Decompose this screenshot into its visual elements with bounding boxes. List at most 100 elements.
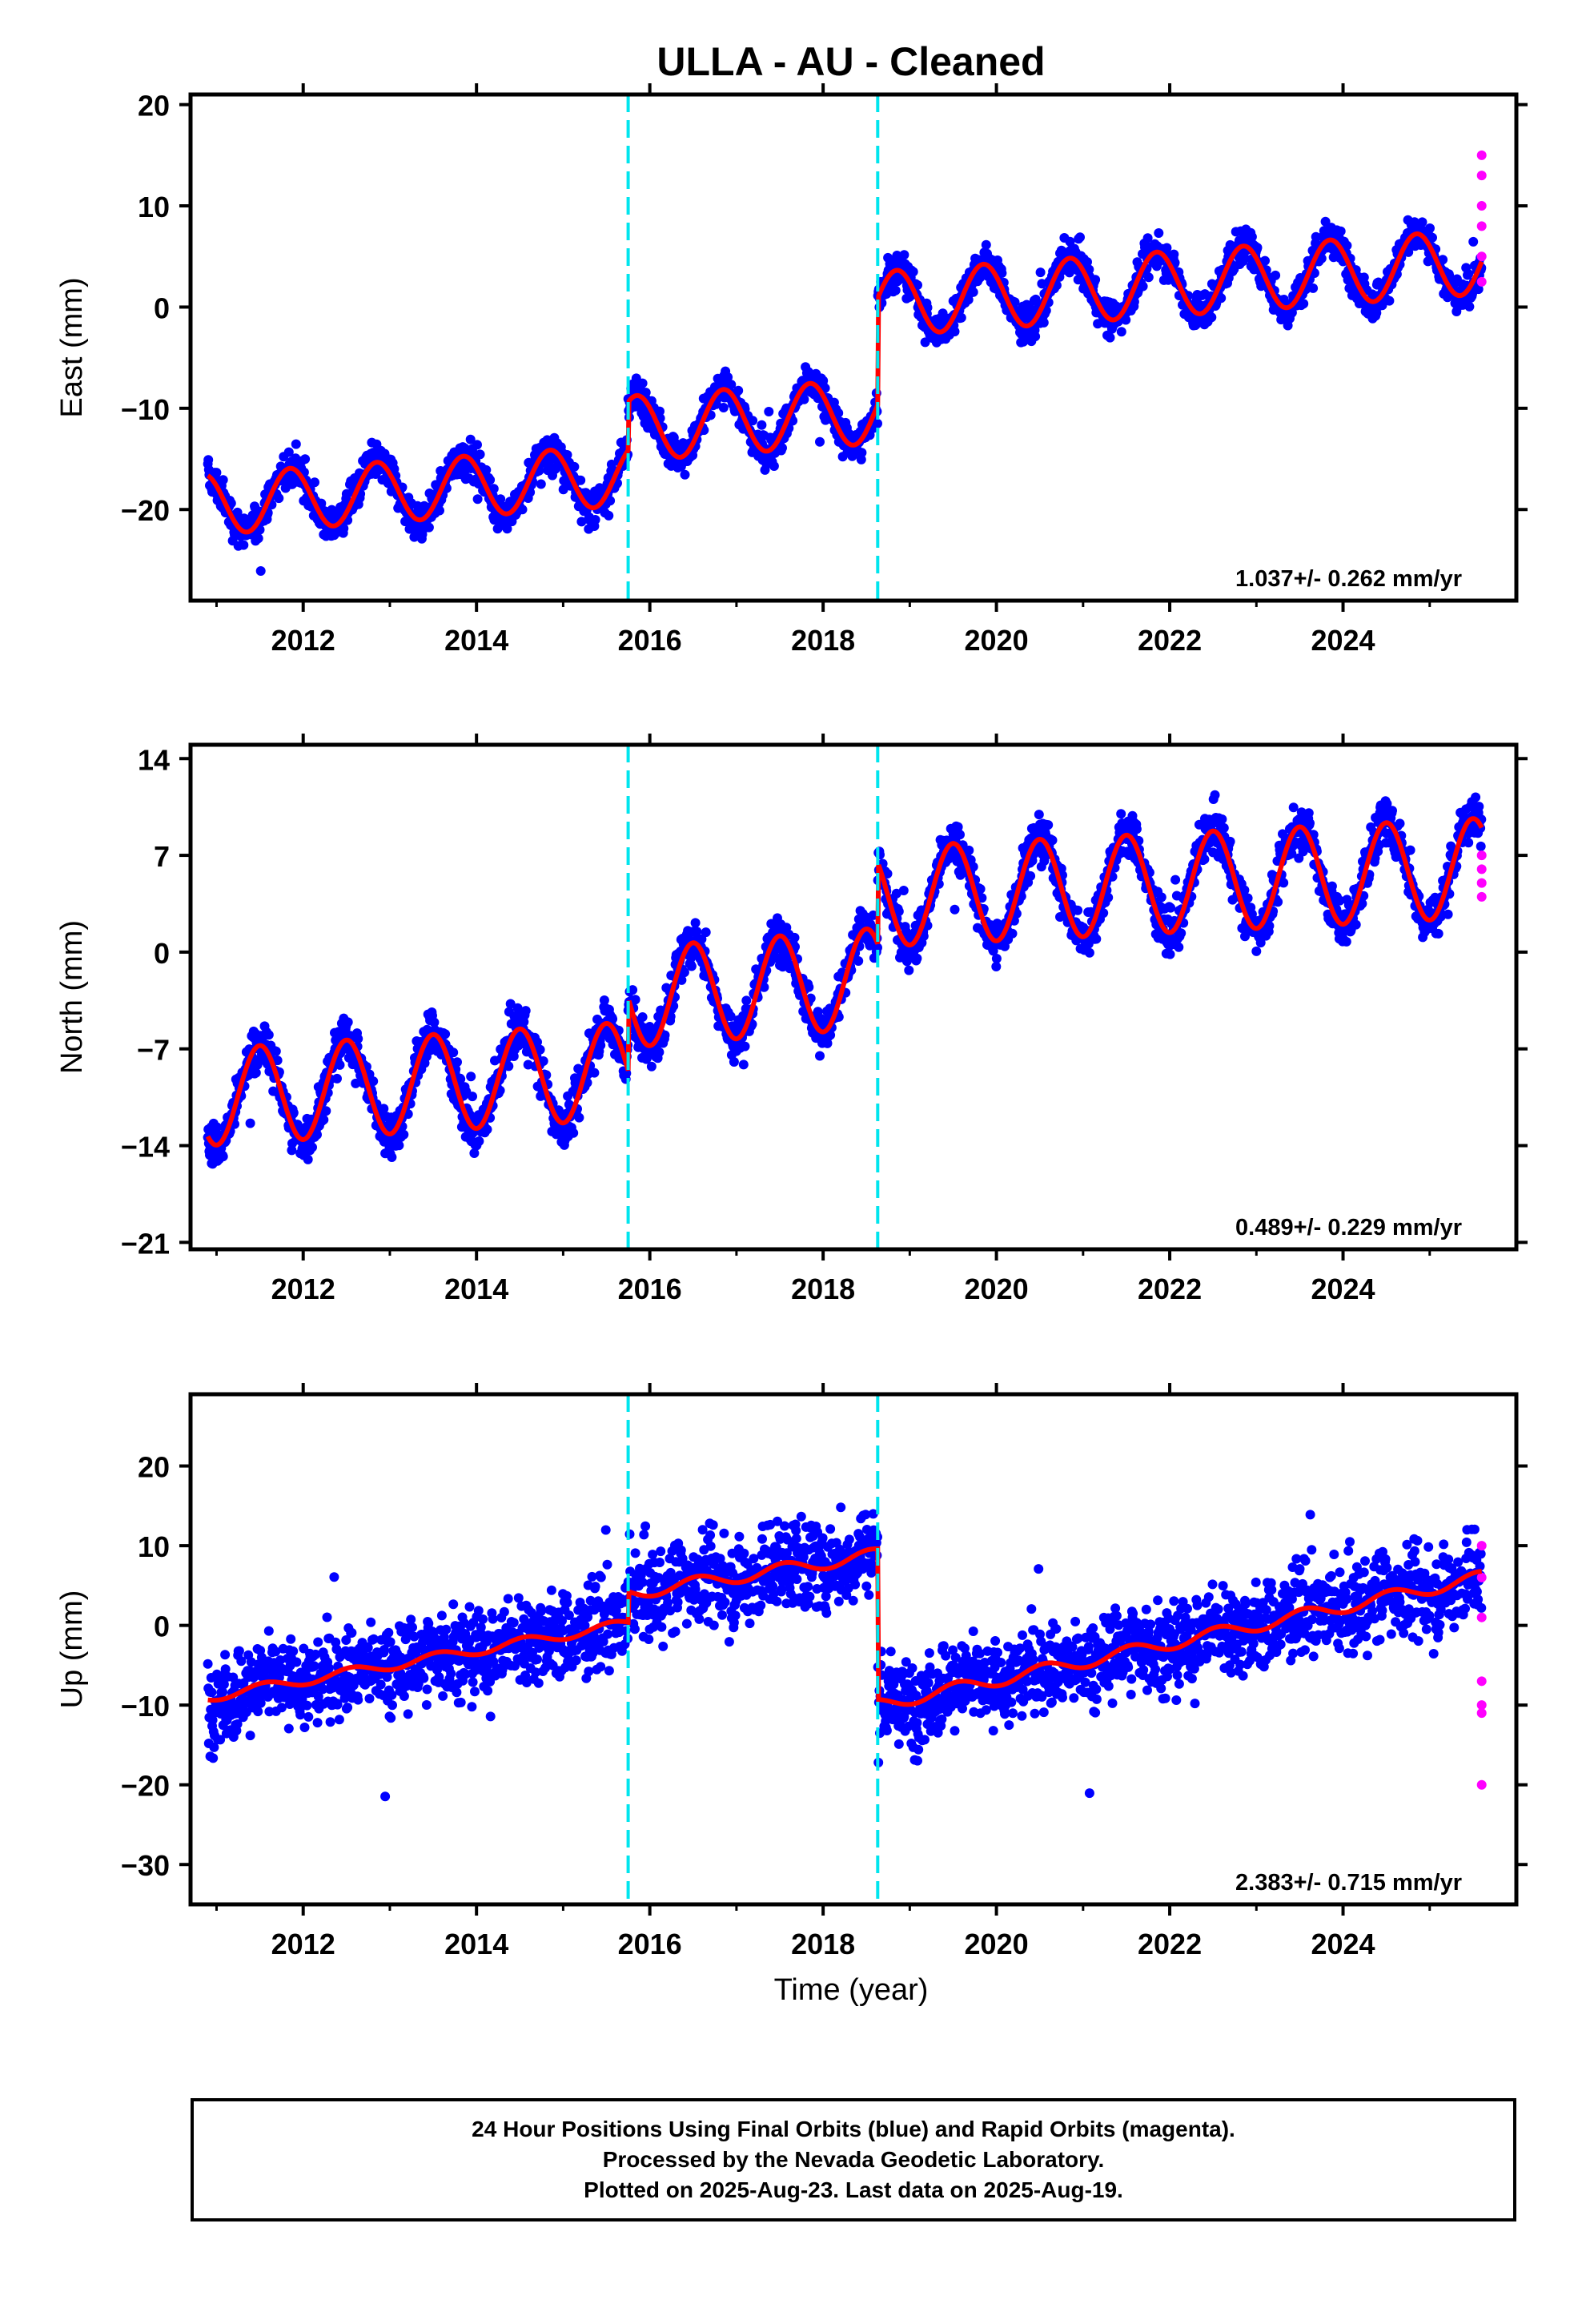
north-point — [955, 830, 965, 840]
east-x-tick-label: 2024 — [1311, 624, 1375, 657]
east-point — [655, 406, 665, 416]
north-point — [1026, 870, 1036, 881]
north-point — [646, 1061, 656, 1072]
east-x-tick-label: 2012 — [271, 624, 335, 657]
north-point — [1084, 947, 1094, 958]
north-point — [660, 1030, 670, 1040]
east-point — [922, 303, 933, 313]
north-point — [474, 1136, 484, 1146]
east-point — [339, 523, 349, 533]
east-model-curve — [206, 231, 1484, 535]
north-point — [738, 1059, 749, 1070]
east-x-tick-label: 2020 — [965, 624, 1029, 657]
north-point — [218, 1152, 228, 1162]
north-point — [251, 1068, 261, 1078]
east-point — [576, 475, 586, 485]
east-point — [435, 505, 444, 516]
east-point — [400, 517, 411, 527]
east-point — [203, 455, 214, 465]
north-point — [394, 1140, 404, 1151]
east-point — [764, 407, 774, 416]
east-rapid-points — [1476, 150, 1487, 287]
north-point — [351, 1078, 361, 1088]
north-point — [212, 1122, 222, 1132]
east-point — [1169, 249, 1179, 259]
east-y-axis-label: East (mm) — [55, 277, 89, 417]
north-point — [504, 1061, 514, 1072]
north-point — [1210, 790, 1220, 800]
east-y-tick-label: 10 — [138, 191, 170, 223]
north-point — [654, 1047, 665, 1057]
north-point — [1225, 836, 1235, 846]
north-point — [538, 1056, 548, 1066]
east-point — [576, 517, 587, 527]
east-point — [211, 468, 222, 478]
east-point — [239, 540, 249, 550]
north-point — [272, 1055, 283, 1066]
north-point — [630, 995, 640, 1005]
east-point — [1247, 231, 1257, 242]
north-point — [1156, 892, 1166, 903]
north-point — [448, 1047, 459, 1058]
east-point — [815, 436, 825, 447]
east-point — [1320, 216, 1331, 227]
east-y-tick-label: 0 — [154, 292, 170, 324]
north-point — [1034, 810, 1044, 820]
north-point — [379, 1104, 389, 1114]
north-point — [532, 1037, 542, 1047]
north-point — [1091, 934, 1102, 944]
east-point — [496, 494, 506, 505]
north-point — [853, 956, 864, 966]
north-point — [399, 1129, 409, 1140]
east-point — [920, 337, 930, 348]
north-point — [701, 927, 711, 938]
north-point — [1251, 946, 1262, 956]
north-point — [452, 1057, 462, 1068]
north-point — [1243, 893, 1253, 903]
east-point — [968, 287, 978, 297]
north-point — [321, 1106, 331, 1116]
east-point — [1464, 269, 1474, 279]
east-point — [956, 312, 966, 323]
east-point — [525, 487, 536, 497]
north-point — [468, 1092, 477, 1102]
east-y-tick-label: −20 — [121, 494, 170, 527]
east-point — [316, 498, 327, 509]
east-point — [300, 454, 311, 464]
east-point — [856, 454, 866, 464]
east-point — [1116, 327, 1126, 337]
east-point — [1252, 243, 1263, 253]
north-point — [898, 886, 909, 895]
east-rapid-point — [1476, 150, 1487, 160]
east-point — [1207, 312, 1217, 323]
east-point — [465, 434, 476, 444]
north-point — [628, 985, 638, 995]
north-point — [596, 1040, 606, 1051]
east-point — [833, 408, 844, 418]
north-point — [608, 1014, 618, 1024]
east-point — [1308, 283, 1319, 293]
north-point — [1073, 905, 1083, 915]
north-point — [1176, 928, 1186, 939]
north-point — [677, 975, 687, 985]
north-point — [950, 904, 960, 915]
north-point — [263, 1030, 274, 1040]
east-point — [1299, 299, 1309, 309]
east-point — [291, 439, 301, 449]
east-point — [255, 566, 266, 576]
north-point — [568, 1128, 579, 1138]
east-point — [757, 420, 767, 430]
east-point — [981, 239, 991, 250]
east-point — [1342, 240, 1352, 251]
north-point — [679, 967, 689, 978]
north-point — [1043, 820, 1054, 830]
north-point — [912, 953, 922, 963]
east-point — [502, 524, 512, 534]
north-point — [535, 1044, 545, 1055]
east-point — [481, 464, 492, 475]
north-point — [1131, 824, 1142, 834]
north-point — [319, 1115, 329, 1125]
east-point — [1090, 275, 1101, 285]
east-point — [590, 515, 600, 525]
